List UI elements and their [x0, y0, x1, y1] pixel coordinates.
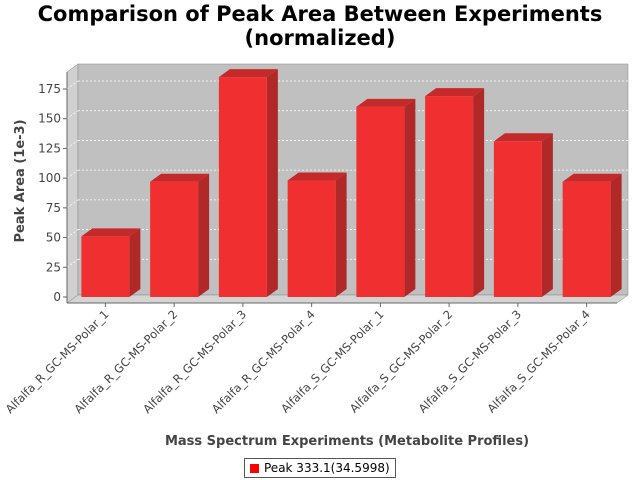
bar-top	[356, 98, 416, 107]
y-tick-label: 25	[46, 260, 61, 274]
bar-front	[356, 106, 405, 297]
bar-top	[493, 133, 553, 142]
bar-2	[150, 173, 210, 297]
y-tick-label: 50	[46, 231, 61, 245]
bar-front	[81, 236, 130, 297]
bar-7	[493, 133, 553, 297]
bar-side	[198, 173, 210, 297]
bar-top	[150, 173, 210, 182]
y-tick-label: 125	[38, 141, 61, 155]
y-tick-label: 150	[38, 112, 61, 126]
legend-label: Peak 333.1(34.5998)	[264, 461, 390, 475]
bar-top	[425, 88, 485, 97]
bar-side	[404, 98, 416, 297]
bar-front	[562, 181, 611, 297]
bar-front	[493, 141, 542, 297]
bar-side	[610, 173, 622, 297]
chart-title-line-1: Comparison of Peak Area Between Experime…	[37, 2, 603, 26]
bar-top	[218, 69, 278, 78]
bar-4	[287, 172, 347, 297]
bar-side	[541, 133, 553, 297]
bar-5	[356, 98, 416, 297]
x-axis-label: Mass Spectrum Experiments (Metabolite Pr…	[165, 434, 529, 449]
y-tick-label: 175	[38, 82, 61, 96]
y-tick-label: 100	[38, 171, 61, 185]
bar-top	[81, 228, 141, 237]
bar-front	[425, 96, 474, 297]
bar-front	[218, 77, 267, 297]
plot-left-wall	[66, 63, 79, 304]
legend: Peak 333.1(34.5998)	[244, 458, 396, 478]
chart-title-line-2: (normalized)	[244, 26, 396, 50]
bar-side	[129, 228, 141, 297]
bar-side	[473, 88, 485, 297]
legend-swatch	[250, 463, 259, 473]
y-tick-label: 0	[53, 290, 61, 304]
bar-top	[562, 173, 622, 182]
y-axis-label: Peak Area (1e-3)	[13, 119, 28, 242]
bar-6	[425, 88, 485, 297]
y-axis: 0 25 50 75 100 125 150 175	[38, 72, 68, 304]
bar-front	[150, 181, 199, 297]
bar-side	[335, 172, 347, 297]
y-tick-label: 75	[46, 201, 61, 215]
bar-1	[81, 228, 141, 297]
bars-group	[81, 69, 622, 297]
chart-title: Comparison of Peak Area Between Experime…	[0, 2, 640, 50]
x-axis: Alfalfa_R_GC-MS-Polar_1Alfalfa_R_GC-MS-P…	[3, 302, 617, 416]
bar-side	[266, 69, 278, 297]
bar-top	[287, 172, 347, 181]
bar-3	[218, 69, 278, 297]
bar-8	[562, 173, 622, 297]
bar-front	[287, 180, 336, 297]
